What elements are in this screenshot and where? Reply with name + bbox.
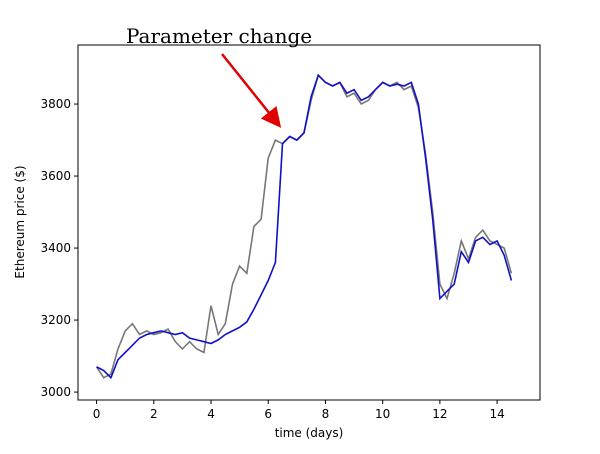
x-tick-label: 6	[264, 407, 272, 421]
x-axis-label: time (days)	[275, 426, 344, 440]
plot-frame	[77, 44, 541, 401]
x-tick-label: 12	[432, 407, 447, 421]
y-tick-label: 3000	[40, 385, 71, 399]
y-axis-label: Ethereum price ($)	[13, 165, 27, 278]
x-tick-label: 0	[93, 407, 101, 421]
x-tick-label: 2	[150, 407, 158, 421]
series-line	[95, 73, 513, 379]
y-tick-label: 3800	[40, 97, 71, 111]
x-tick-label: 14	[489, 407, 504, 421]
annotation: Parameter change	[126, 24, 312, 48]
y-tick-label: 3400	[40, 241, 71, 255]
x-tick-label: 10	[375, 407, 390, 421]
x-tick-label: 4	[207, 407, 215, 421]
y-tick-label: 3200	[40, 313, 71, 327]
annotation-arrow	[221, 53, 282, 128]
series-line	[96, 73, 513, 380]
x-tick-label: 8	[322, 407, 330, 421]
y-tick-label: 3600	[40, 169, 71, 183]
